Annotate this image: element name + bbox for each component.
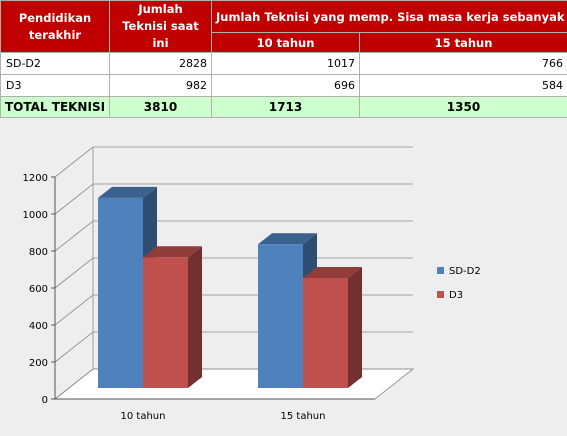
- bar-SD-D2-10 tahun: [98, 197, 143, 388]
- y-tick-label: 200: [29, 358, 48, 369]
- bar-top: [143, 246, 202, 258]
- row-category: SD-D2: [0, 52, 110, 75]
- y-tick-label: 800: [29, 247, 48, 258]
- row-15-years: 584: [358, 74, 567, 97]
- total-current: 3810: [109, 96, 212, 118]
- header-10-years: 10 tahun: [211, 32, 360, 53]
- bar-top: [303, 266, 362, 278]
- total-row: TOTAL TEKNISI 3810 1713 1350: [0, 96, 567, 118]
- row-current: 982: [109, 74, 212, 97]
- bar-chart: 0 200 400 600 800 1000 1200 10 tahun 15 tahun SD-…: [23, 146, 481, 422]
- data-table-container: Pendidikan terakhir Jumlah Teknisi saat …: [0, 0, 567, 118]
- table-row: D3 982 696 584: [0, 74, 567, 97]
- legend-swatch: [437, 267, 444, 274]
- row-category: D3: [0, 74, 110, 97]
- legend-swatch: [437, 291, 444, 298]
- data-table: Pendidikan terakhir Jumlah Teknisi saat …: [0, 0, 567, 118]
- row-10-years: 696: [211, 74, 360, 97]
- bar-top: [258, 233, 317, 245]
- legend-label: D3: [449, 290, 463, 301]
- row-15-years: 766: [358, 52, 567, 75]
- header-current-technicians: Jumlah Teknisi saat ini: [109, 0, 212, 53]
- bar-SD-D2-15 tahun: [258, 244, 303, 388]
- header-remaining-service: Jumlah Teknisi yang memp. Sisa masa kerj…: [210, 0, 567, 33]
- bar-D3-15 tahun: [303, 277, 348, 388]
- y-tick-label: 1200: [23, 173, 48, 184]
- header-15-years: 15 tahun: [358, 32, 567, 53]
- total-10-years: 1713: [211, 96, 360, 118]
- x-tick-label: 10 tahun: [121, 411, 166, 422]
- legend-label: SD-D2: [449, 266, 481, 277]
- total-15-years: 1350: [358, 96, 567, 118]
- bar-side: [348, 266, 362, 388]
- y-tick-label: 400: [29, 321, 48, 332]
- y-tick-label: 600: [29, 284, 48, 295]
- x-tick-label: 15 tahun: [281, 411, 326, 422]
- y-tick-label: 0: [42, 395, 48, 406]
- bar-side: [188, 246, 202, 388]
- y-tick-label: 1000: [23, 210, 48, 221]
- bar-D3-10 tahun: [143, 257, 188, 388]
- table-row: SD-D2 2828 1017 766: [0, 52, 567, 75]
- total-label: TOTAL TEKNISI: [0, 96, 110, 118]
- row-10-years: 1017: [211, 52, 360, 75]
- bar-top: [98, 186, 157, 198]
- header-education: Pendidikan terakhir: [0, 0, 110, 53]
- row-current: 2828: [109, 52, 212, 75]
